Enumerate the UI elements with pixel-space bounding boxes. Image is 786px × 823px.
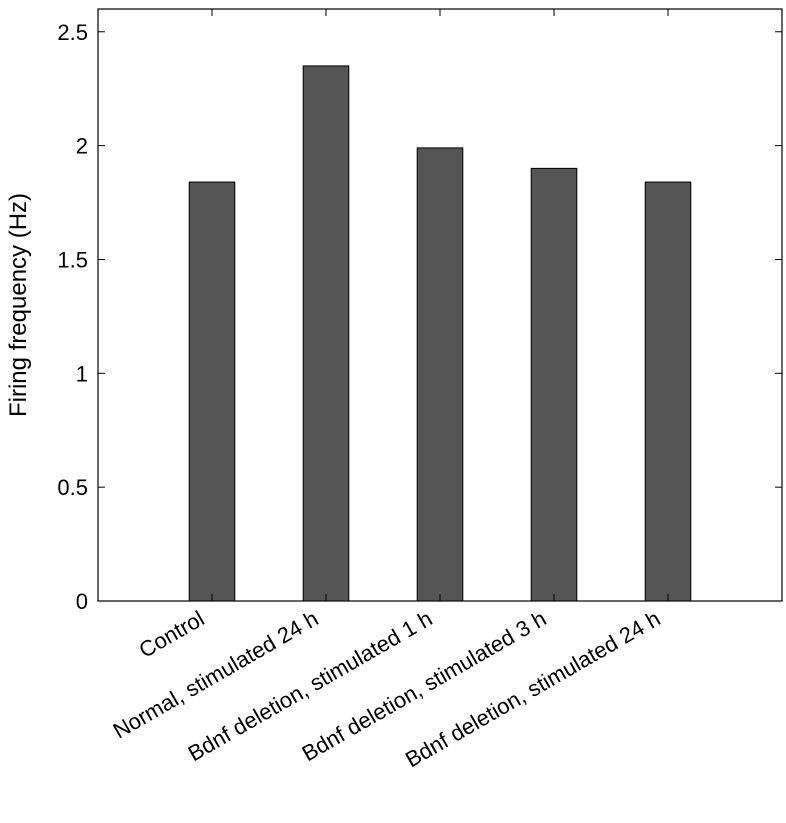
y-tick-label: 2 (76, 134, 88, 159)
y-tick-label: 0.5 (57, 475, 88, 500)
x-category-label: Normal, stimulated 24 h (109, 606, 323, 744)
bar-5 (644, 181, 692, 602)
y-tick-label: 1 (76, 361, 88, 386)
bar-3 (416, 147, 464, 602)
y-tick-label: 0 (76, 589, 88, 614)
bar-2 (302, 65, 350, 602)
bars-group (188, 65, 692, 602)
y-tick-label: 1.5 (57, 247, 88, 272)
bar-4 (530, 167, 578, 602)
bar-1 (188, 181, 236, 602)
y-axis-ticks: 0 0.5 1 1.5 2 2.5 (57, 20, 782, 614)
y-tick-label: 2.5 (57, 20, 88, 45)
y-axis-label: Firing frequency (Hz) (5, 193, 32, 417)
x-category-label: Control (135, 606, 209, 663)
